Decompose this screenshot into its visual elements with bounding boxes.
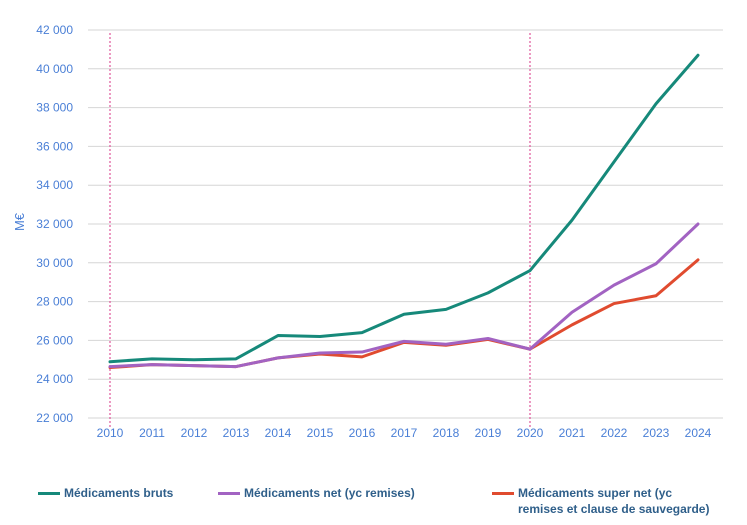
x-tick-label: 2018: [433, 426, 460, 440]
y-tick-label: 30 000: [36, 256, 73, 270]
y-tick-label: 42 000: [36, 23, 73, 37]
legend: Médicaments bruts Médicaments net (yc re…: [0, 485, 747, 525]
legend-swatch-net: [218, 492, 240, 495]
x-tick-label: 2019: [475, 426, 502, 440]
legend-swatch-super-net: [492, 492, 514, 495]
y-tick-label: 22 000: [36, 411, 73, 425]
y-tick-label: 26 000: [36, 333, 73, 347]
x-tick-label: 2014: [265, 426, 292, 440]
y-tick-label: 32 000: [36, 217, 73, 231]
x-tick-label: 2021: [559, 426, 586, 440]
series-line: [108, 222, 700, 369]
series-lines: [108, 53, 700, 370]
legend-item-bruts: Médicaments bruts: [38, 485, 173, 501]
legend-swatch-bruts: [38, 492, 60, 495]
x-tick-label: 2011: [139, 426, 165, 440]
legend-label-super-net: Médicaments super net (yc remises et cla…: [518, 485, 709, 517]
x-tick-label: 2024: [685, 426, 712, 440]
y-tick-label: 34 000: [36, 178, 73, 192]
legend-item-super-net: Médicaments super net (yc remises et cla…: [492, 485, 709, 517]
y-tick-label: 38 000: [36, 101, 73, 115]
gridlines: [88, 29, 723, 419]
y-tick-label: 24 000: [36, 372, 73, 386]
reference-lines: [109, 33, 531, 428]
y-axis-title: M€: [12, 212, 27, 231]
x-tick-label: 2017: [391, 426, 418, 440]
x-tick-label: 2012: [181, 426, 208, 440]
x-axis-ticks: 2010 2011 2012 2013 2014 2015 2016 2017 2018 2019…: [97, 426, 712, 440]
x-tick-label: 2016: [349, 426, 376, 440]
y-tick-label: 36 000: [36, 139, 73, 153]
legend-label-net: Médicaments net (yc remises): [244, 486, 415, 500]
x-tick-label: 2023: [643, 426, 670, 440]
legend-label-super-net-line1: Médicaments super net (yc: [518, 486, 673, 500]
legend-item-net: Médicaments net (yc remises): [218, 485, 415, 501]
line-chart: 22 000 24 000 26 000 28 000 30 000 32 000 34 0…: [12, 23, 723, 440]
x-tick-label: 2020: [517, 426, 544, 440]
x-tick-label: 2010: [97, 426, 124, 440]
y-tick-label: 28 000: [36, 295, 73, 309]
legend-label-super-net-line2: remises et clause de sauvegarde): [518, 502, 710, 516]
x-tick-label: 2013: [223, 426, 250, 440]
series-line: [108, 53, 700, 364]
y-tick-label: 40 000: [36, 62, 73, 76]
x-tick-label: 2015: [307, 426, 334, 440]
y-axis-ticks: 22 000 24 000 26 000 28 000 30 000 32 000 34 0…: [36, 23, 73, 425]
legend-label-bruts: Médicaments bruts: [64, 486, 174, 500]
x-tick-label: 2022: [601, 426, 628, 440]
